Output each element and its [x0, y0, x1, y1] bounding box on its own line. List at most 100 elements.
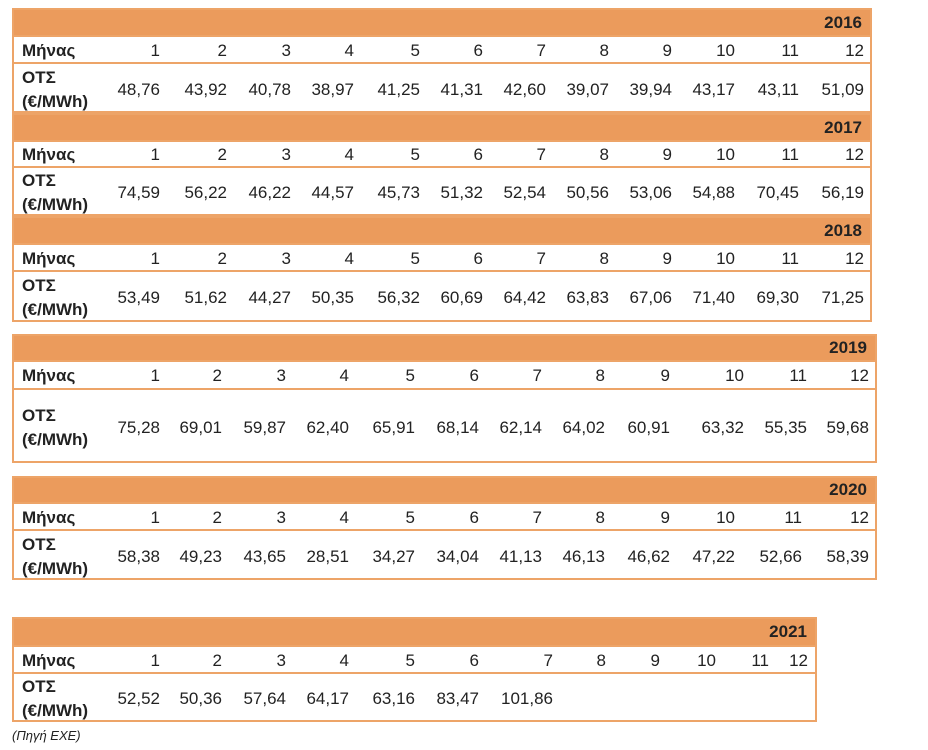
price-value: 63,16 — [372, 689, 415, 708]
month: 5 — [405, 366, 415, 385]
month: 6 — [469, 650, 479, 670]
price-value: 43,92 — [184, 79, 227, 99]
month: 5 — [405, 650, 415, 670]
price-value: 51,32 — [440, 183, 483, 202]
month: 1 — [150, 145, 160, 164]
price-value: 47,22 — [692, 546, 735, 566]
month-row: Μήνας 1 2 3 4 5 6 7 8 9 10 11 12 — [14, 243, 870, 272]
price-value: 67,06 — [629, 288, 672, 307]
price-row: ΟΤΣ (€/MWh) 58,38 49,23 43,65 28,51 34,27 34,0… — [14, 529, 875, 582]
month: 8 — [599, 145, 609, 164]
price-value: 69,01 — [179, 417, 222, 437]
price-value: 45,73 — [377, 183, 420, 202]
price-label: ΟΤΣ (€/MWh) — [22, 534, 89, 578]
month: 12 — [845, 40, 864, 60]
price-value: 46,22 — [248, 183, 291, 202]
price-value: 40,78 — [248, 79, 291, 99]
price-value: 50,35 — [311, 288, 354, 307]
month-label: Μήνας — [22, 366, 76, 385]
month-label: Μήνας — [22, 145, 76, 164]
price-label: ΟΤΣ (€/MWh) — [22, 67, 89, 111]
price-value: 43,17 — [692, 79, 735, 99]
price-label: ΟΤΣ (€/MWh) — [22, 677, 89, 720]
table: 2019 Μήνας 1 2 3 4 5 6 7 8 9 10 11 12 ΟΤΣ (€/MWh) 75,28… — [12, 334, 877, 463]
price-value: 51,62 — [184, 288, 227, 307]
year: 2021 — [769, 622, 807, 641]
month: 11 — [781, 40, 799, 60]
month: 12 — [850, 366, 869, 385]
price-value: 54,88 — [692, 183, 735, 202]
month-row: Μήνας 1 2 3 4 5 6 7 8 9 10 11 12 — [14, 360, 875, 390]
price-value: 56,32 — [377, 288, 420, 307]
price-label: ΟΤΣ (€/MWh) — [22, 276, 89, 319]
year-bar: 2021 — [14, 619, 815, 647]
price-value: 39,94 — [629, 79, 672, 99]
month: 10 — [716, 40, 735, 60]
month: 5 — [410, 248, 420, 268]
price-value: 60,69 — [440, 288, 483, 307]
month: 10 — [725, 366, 744, 385]
price-value: 56,22 — [184, 183, 227, 202]
month: 5 — [410, 145, 420, 164]
month: 3 — [276, 650, 286, 670]
month: 7 — [536, 40, 546, 60]
price-value: 53,06 — [629, 183, 672, 202]
month-row: Μήνας 1 2 3 4 5 6 7 8 9 10 11 12 — [14, 140, 870, 168]
month: 8 — [596, 650, 606, 670]
month: 6 — [473, 248, 483, 268]
price-row: ΟΤΣ (€/MWh) 75,28 69,01 59,87 62,40 65,91 68,1… — [14, 388, 875, 465]
month: 3 — [281, 145, 291, 164]
price-value: 34,04 — [436, 546, 479, 566]
price-value: 34,27 — [372, 546, 415, 566]
month: 7 — [536, 248, 546, 268]
month-label: Μήνας — [22, 248, 76, 268]
month: 3 — [276, 366, 286, 385]
year: 2016 — [824, 12, 862, 32]
price-value: 63,83 — [566, 288, 609, 307]
year-bar: 2017 — [14, 115, 870, 142]
year-bar: 2020 — [14, 478, 875, 504]
month: 1 — [150, 248, 160, 268]
price-value: 44,57 — [311, 183, 354, 202]
price-value: 60,91 — [627, 417, 670, 437]
price-value: 44,27 — [248, 288, 291, 307]
price-value: 48,76 — [117, 79, 160, 99]
source-note: (Πηγή ΕΧΕ) — [12, 728, 81, 743]
month: 6 — [473, 145, 483, 164]
month: 7 — [532, 366, 542, 385]
month: 2 — [212, 366, 222, 385]
month: 8 — [599, 40, 609, 60]
month: 7 — [543, 650, 553, 670]
year: 2018 — [824, 220, 862, 240]
month: 10 — [716, 145, 735, 164]
month: 4 — [344, 248, 354, 268]
month: 2 — [212, 507, 222, 527]
price-value: 75,28 — [117, 417, 160, 437]
price-value: 68,14 — [436, 417, 479, 437]
month: 11 — [781, 248, 799, 268]
month: 1 — [150, 650, 160, 670]
price-value: 28,51 — [306, 546, 349, 566]
month-label: Μήνας — [22, 507, 76, 527]
month: 9 — [660, 507, 670, 527]
year: 2017 — [824, 117, 862, 137]
month: 8 — [595, 507, 605, 527]
month: 6 — [473, 40, 483, 60]
month: 3 — [281, 40, 291, 60]
month-row: Μήνας 1 2 3 4 5 6 7 8 9 10 11 12 — [14, 502, 875, 531]
month: 4 — [339, 366, 349, 385]
table: 2020 Μήνας 1 2 3 4 5 6 7 8 9 10 11 12 ΟΤΣ (€/MWh) 58,38… — [12, 476, 877, 580]
price-value: 69,30 — [756, 288, 799, 307]
price-row: ΟΤΣ (€/MWh) 74,59 56,22 46,22 44,57 45,73 51,3… — [14, 166, 870, 218]
month: 11 — [751, 650, 769, 670]
month: 2 — [212, 650, 222, 670]
price-value: 63,32 — [701, 417, 744, 437]
month: 6 — [469, 366, 479, 385]
price-value: 46,13 — [562, 546, 605, 566]
month: 11 — [781, 145, 799, 164]
price-value: 52,52 — [117, 689, 160, 708]
price-value: 41,25 — [377, 79, 420, 99]
month: 11 — [789, 366, 807, 385]
month: 5 — [410, 40, 420, 60]
